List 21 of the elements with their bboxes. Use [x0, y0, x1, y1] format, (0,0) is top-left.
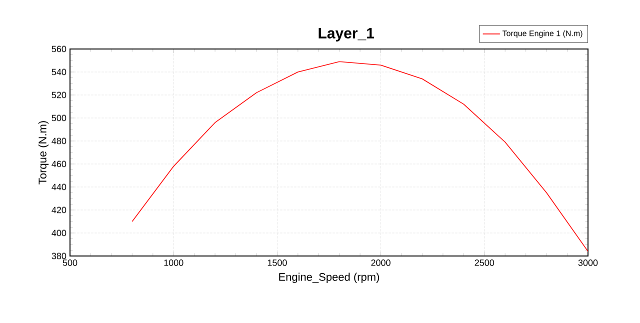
- x-tick-label: 2000: [371, 260, 390, 266]
- y-axis-title: Torque (N.m): [38, 121, 49, 184]
- x-tick-label: 1000: [164, 260, 184, 266]
- line-series: [132, 61, 588, 252]
- y-tick-label: 420: [52, 206, 66, 214]
- x-tick-label: 1500: [268, 260, 287, 266]
- x-tick-label: 2500: [474, 260, 494, 266]
- y-tick-label: 540: [52, 68, 66, 76]
- legend-label: Torque Engine 1 (N.m): [502, 30, 582, 38]
- y-tick-label: 500: [52, 114, 66, 122]
- x-axis-title: Engine_Speed (rpm): [279, 272, 380, 283]
- y-tick-label: 440: [52, 184, 66, 190]
- y-tick-label: 520: [52, 92, 66, 98]
- y-tick-label: 560: [52, 46, 66, 52]
- chart-title: Layer_1: [318, 28, 374, 42]
- y-tick-label: 460: [52, 160, 66, 168]
- x-tick-label: 500: [62, 260, 78, 266]
- x-tick-label: 3000: [578, 260, 598, 266]
- y-tick-label: 400: [52, 230, 66, 236]
- y-tick-label: 380: [52, 252, 66, 260]
- y-tick-label: 480: [52, 138, 66, 144]
